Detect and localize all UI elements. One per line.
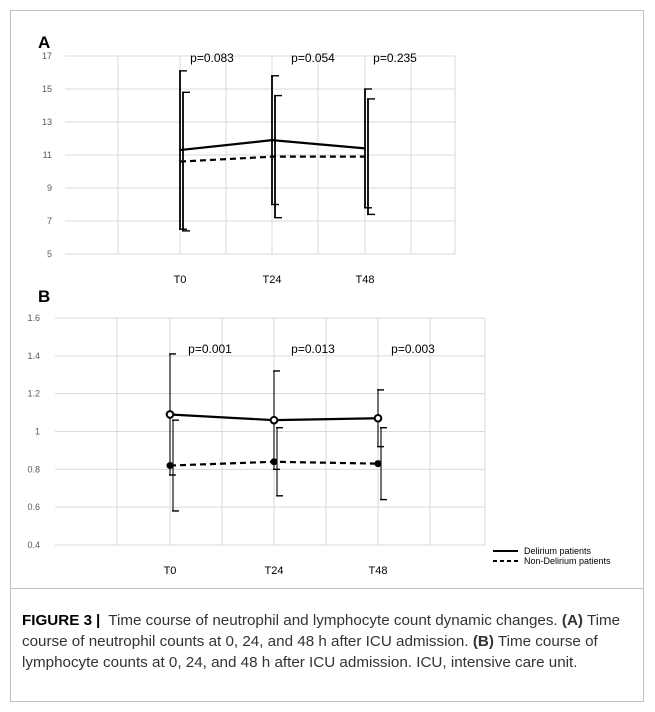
p-value-annotation: p=0.001 — [188, 342, 232, 356]
panel-a-chart: A 5 7 9 11 13 15 17 T0 T24 T48 p=0.083 p=0.054 p=0.23… — [38, 33, 456, 286]
panel-letter: A — [38, 33, 50, 52]
p-value-annotation: p=0.235 — [373, 51, 417, 65]
p-value-annotation: p=0.013 — [291, 342, 335, 356]
caption-part-a-label: (A) — [561, 612, 583, 629]
y-tick-label: 7 — [47, 216, 52, 226]
y-tick-label: 5 — [47, 249, 52, 259]
data-point — [165, 410, 175, 419]
data-point — [270, 458, 278, 466]
caption-separator: | — [96, 612, 101, 629]
figure-caption: FIGURE 3 | Time course of neutrophil and … — [22, 610, 634, 673]
p-value-annotation: p=0.054 — [291, 51, 335, 65]
charts-canvas: A 5 7 9 11 13 15 17 T0 T24 T48 p=0.083 p=0.054 p=0.23… — [27, 33, 611, 577]
data-point — [166, 462, 174, 470]
y-tick-label: 9 — [47, 183, 52, 193]
y-tick-label: 11 — [43, 150, 52, 160]
y-tick-label: 1.6 — [27, 313, 40, 323]
series-line-dashed — [179, 155, 365, 163]
y-tick-label: 0.4 — [27, 540, 40, 550]
p-value-annotation: p=0.003 — [391, 342, 435, 356]
series-line-solid — [179, 139, 366, 152]
y-tick-label: 1.4 — [27, 351, 40, 361]
caption-divider — [10, 588, 644, 589]
caption-part-a-text: Time course of neutrophil counts at 0, 2… — [22, 612, 621, 650]
x-tick-label: T48 — [369, 565, 388, 577]
y-tick-label: 1.2 — [27, 389, 40, 399]
y-tick-label: 0.6 — [27, 502, 40, 512]
caption-part-b-label: (B) — [472, 633, 494, 650]
x-tick-label: T48 — [356, 274, 375, 286]
y-tick-label: 1 — [35, 427, 40, 437]
y-tick-label: 17 — [42, 51, 52, 61]
legend-entry: Non-Delirium patients — [524, 556, 611, 566]
y-tick-label: 0.8 — [27, 464, 40, 474]
x-tick-label: T0 — [164, 565, 177, 577]
x-tick-label: T0 — [174, 274, 187, 286]
caption-title: Time course of neutrophil and lymphocyte… — [108, 612, 558, 629]
panel-b-chart: B 0.4 0.6 0.8 1 1.2 1.4 1.6 T0 T24 T48 p=0.001 p=0.0… — [27, 287, 611, 577]
data-point — [269, 415, 279, 425]
x-tick-label: T24 — [263, 274, 282, 286]
data-point — [373, 413, 383, 423]
data-point — [374, 460, 382, 468]
x-tick-label: T24 — [265, 565, 284, 577]
legend-entry: Delirium patients — [524, 546, 592, 556]
y-tick-label: 15 — [42, 84, 52, 94]
figure-label: FIGURE 3 — [22, 612, 93, 629]
caption-part-b-text: Time course of lymphocyte counts at 0, 2… — [22, 633, 598, 671]
y-tick-label: 13 — [42, 117, 52, 127]
panel-letter: B — [38, 287, 50, 306]
p-value-annotation: p=0.083 — [190, 51, 234, 65]
